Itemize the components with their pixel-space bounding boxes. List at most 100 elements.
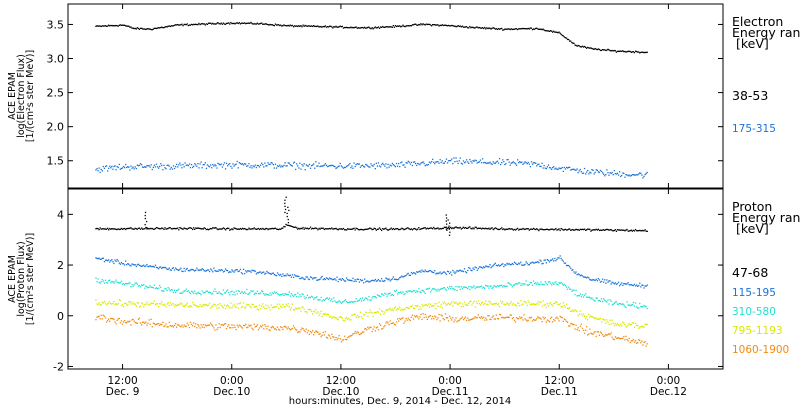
data-point [507,282,509,284]
data-point [154,287,157,290]
data-point [521,28,523,30]
data-point [371,330,373,333]
data-point [169,227,171,229]
data-point [327,26,330,28]
data-point [185,268,187,270]
data-point [175,267,177,269]
data-point [573,168,575,170]
data-point [262,164,264,166]
data-point [534,282,536,285]
data-point [400,291,402,293]
data-point [222,271,225,273]
data-point [639,229,641,232]
data-point [513,261,516,263]
data-point [461,316,464,318]
x-tick-label-time: 0:00 [657,375,681,387]
data-point [540,318,542,320]
y-tick-label: 3.0 [47,53,65,66]
data-point [593,48,595,50]
data-point [333,26,335,28]
data-point [594,331,596,333]
data-point [306,332,308,334]
data-point [483,27,485,30]
data-point [218,307,220,309]
data-point [217,292,219,294]
data-point [623,335,625,338]
data-point [390,165,392,167]
data-point [229,229,231,231]
data-point [153,266,155,268]
data-point [203,227,205,229]
data-point [202,304,204,306]
data-point [479,227,482,229]
data-point [434,24,436,26]
data-point [634,302,637,304]
data-point [557,284,559,286]
data-point [258,327,261,329]
data-point [341,301,343,303]
data-point [519,161,521,163]
data-point [594,279,596,282]
data-point [359,27,362,29]
data-point [159,284,161,287]
data-point [592,316,594,318]
data-point [216,270,218,272]
data-point [339,25,341,27]
data-point [275,329,278,331]
data-point [605,322,607,324]
data-point [587,169,589,172]
data-point [480,285,483,287]
data-point [593,332,595,334]
data-point [322,331,324,334]
data-point [455,271,457,273]
data-point [562,260,564,262]
data-point [329,277,331,279]
data-point [215,290,217,293]
data-point [196,165,198,167]
data-point [433,318,435,320]
data-point [110,303,112,305]
data-point [281,294,283,296]
data-point [353,301,355,303]
data-point [181,324,183,326]
data-point [195,164,197,166]
data-point [561,283,563,285]
data-point [149,28,151,30]
data-point [101,228,103,230]
data-point [469,319,471,321]
data-point [576,311,578,313]
data-point [273,167,275,169]
data-point [489,318,491,320]
data-point [161,267,163,270]
data-point [318,227,320,230]
data-point [427,270,430,273]
data-point [326,26,329,28]
data-point [316,296,318,298]
data-point [176,326,178,328]
data-point [553,260,555,262]
y-axis-label-line: log(Proton Flux) [16,241,27,316]
data-point [459,288,461,291]
data-point [292,276,295,278]
data-point [99,282,101,284]
data-point [319,278,321,280]
y-tick-label: -2 [53,360,64,373]
data-point [161,26,163,28]
data-point [521,316,523,319]
data-point [505,228,507,230]
data-point [520,317,522,319]
data-point [594,47,596,50]
data-point [515,164,518,166]
data-point [236,303,238,305]
data-point [390,279,392,281]
data-point [364,314,366,316]
data-point [319,165,321,168]
data-point [445,24,448,27]
data-point [161,301,163,303]
data-point [134,227,136,229]
data-point [148,286,150,288]
data-point [541,263,543,265]
data-point [384,165,386,167]
data-point [227,325,229,327]
data-point [237,270,239,273]
